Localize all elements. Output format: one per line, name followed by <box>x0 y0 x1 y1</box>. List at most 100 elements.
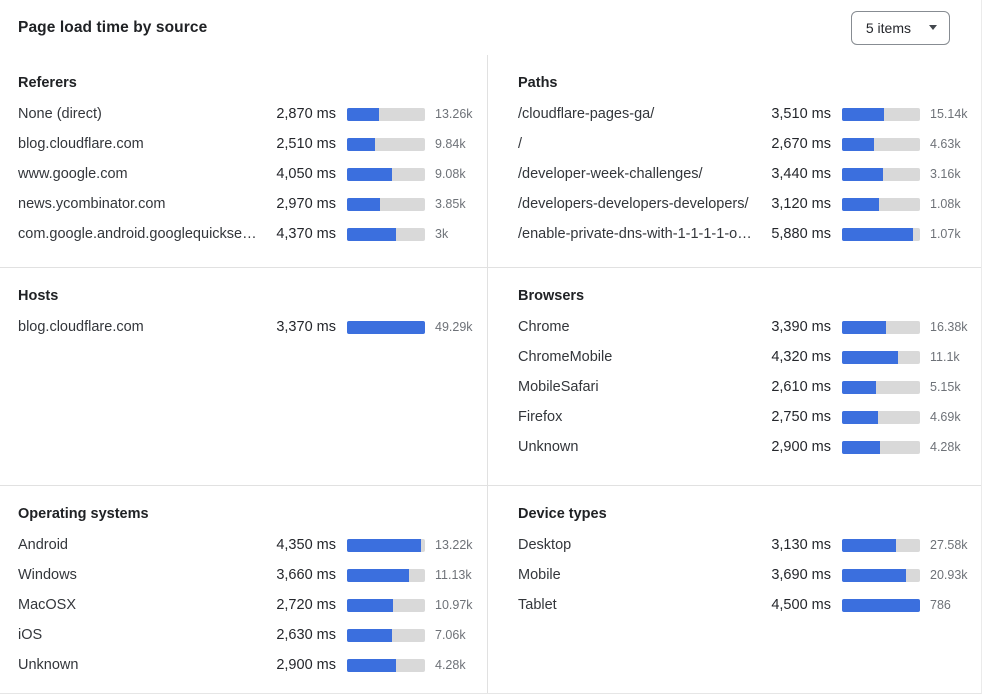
row-ms-value: 4,500 ms <box>771 597 831 613</box>
metric-row: blog.cloudflare.com 3,370 ms 49.29k <box>18 312 479 342</box>
row-bar-fill <box>842 598 920 612</box>
metric-row: Tablet 4,500 ms 786 <box>518 590 974 620</box>
row-ms-value: 2,510 ms <box>276 136 336 152</box>
chevron-down-icon <box>929 25 937 30</box>
row-bar-track <box>347 628 425 642</box>
row-ms-value: 2,750 ms <box>771 409 831 425</box>
row-bar-fill <box>347 628 392 642</box>
metric-row: blog.cloudflare.com 2,510 ms 9.84k <box>18 129 479 159</box>
row-bar-fill <box>842 167 884 181</box>
row-bar-fill <box>347 107 379 121</box>
row-count: 3.16k <box>930 167 961 181</box>
row-label: blog.cloudflare.com <box>18 319 144 335</box>
row-count: 3.85k <box>435 197 466 211</box>
row-label: Unknown <box>518 439 579 455</box>
row-count: 20.93k <box>930 568 968 582</box>
row-count: 4.28k <box>930 440 961 454</box>
row-bar-fill <box>347 137 375 151</box>
row-ms-value: 2,670 ms <box>771 136 831 152</box>
metric-row: Firefox 2,750 ms 4.69k <box>518 402 974 432</box>
row-bar-track <box>842 137 920 151</box>
row-ms-value: 2,630 ms <box>276 627 336 643</box>
row-bar-track <box>842 568 920 582</box>
metric-row: Unknown 2,900 ms 4.28k <box>518 432 974 462</box>
row-bar-fill <box>842 538 897 552</box>
row-count: 4.28k <box>435 658 466 672</box>
row-ms-value: 3,390 ms <box>771 319 831 335</box>
panel-rows: /cloudflare-pages-ga/ 3,510 ms 15.14k / … <box>518 99 974 249</box>
metric-row: ChromeMobile 4,320 ms 11.1k <box>518 342 974 372</box>
row-ms-value: 4,370 ms <box>276 226 336 242</box>
row-label: Unknown <box>18 657 79 673</box>
row-count: 786 <box>930 598 951 612</box>
row-label: MacOSX <box>18 597 77 613</box>
panel-title: Device types <box>518 506 607 522</box>
row-bar-track <box>842 320 920 334</box>
row-label: Windows <box>18 567 77 583</box>
row-bar-fill <box>842 380 876 394</box>
row-bar-track <box>842 440 920 454</box>
row-bar-track <box>347 658 425 672</box>
row-ms-value: 2,610 ms <box>771 379 831 395</box>
metric-row: /developers-developers-developers/ 3,120… <box>518 189 974 219</box>
panel-rows: None (direct) 2,870 ms 13.26k blog.cloud… <box>18 99 479 249</box>
row-ms-value: 3,120 ms <box>771 196 831 212</box>
metric-row: None (direct) 2,870 ms 13.26k <box>18 99 479 129</box>
metric-row: Desktop 3,130 ms 27.58k <box>518 530 974 560</box>
row-bar-fill <box>347 167 393 181</box>
row-label: Desktop <box>518 537 572 553</box>
row-ms-value: 2,970 ms <box>276 196 336 212</box>
panel-operating-systems: Operating systems Android 4,350 ms 13.22… <box>0 485 487 693</box>
row-bar-track <box>842 598 920 612</box>
metric-row: iOS 2,630 ms 7.06k <box>18 620 479 650</box>
metric-row: MacOSX 2,720 ms 10.97k <box>18 590 479 620</box>
metric-row: Windows 3,660 ms 11.13k <box>18 560 479 590</box>
row-ms-value: 3,370 ms <box>276 319 336 335</box>
row-ms-value: 3,130 ms <box>771 537 831 553</box>
row-ms-value: 3,440 ms <box>771 166 831 182</box>
row-bar-track <box>842 380 920 394</box>
row-label: Chrome <box>518 319 570 335</box>
metric-row: Mobile 3,690 ms 20.93k <box>518 560 974 590</box>
row-count: 13.22k <box>435 538 473 552</box>
row-bar-fill <box>842 197 880 211</box>
row-bar-track <box>347 167 425 181</box>
row-count: 11.13k <box>435 568 472 582</box>
metric-row: Chrome 3,390 ms 16.38k <box>518 312 974 342</box>
row-bar-fill <box>347 568 410 582</box>
row-count: 27.58k <box>930 538 968 552</box>
row-bar-fill <box>347 538 421 552</box>
row-bar-fill <box>842 410 878 424</box>
items-count-dropdown[interactable]: 5 items <box>850 10 950 45</box>
row-bar-track <box>347 568 425 582</box>
panel-title: Browsers <box>518 288 585 304</box>
panel-rows: Desktop 3,130 ms 27.58k Mobile 3,690 ms … <box>518 530 974 620</box>
row-label: Mobile <box>518 567 561 583</box>
row-count: 10.97k <box>435 598 473 612</box>
row-count: 13.26k <box>435 107 473 121</box>
items-count-label: 5 items <box>865 19 911 36</box>
row-label: Tablet <box>518 597 557 613</box>
row-bar-fill <box>347 598 394 612</box>
row-count: 3k <box>435 227 449 241</box>
row-bar-track <box>842 107 920 121</box>
row-count: 15.14k <box>930 107 968 121</box>
row-bar-fill <box>842 568 906 582</box>
panel-rows: blog.cloudflare.com 3,370 ms 49.29k <box>18 312 479 342</box>
row-bar-track <box>842 197 920 211</box>
row-bar-track <box>347 538 425 552</box>
row-bar-fill <box>347 658 397 672</box>
row-bar-track <box>842 227 920 241</box>
row-ms-value: 4,320 ms <box>771 349 831 365</box>
row-label: /developer-week-challenges/ <box>518 166 703 182</box>
row-count: 7.06k <box>435 628 466 642</box>
panel-browsers: Browsers Chrome 3,390 ms 16.38k ChromeMo… <box>487 267 981 485</box>
panel-title: Referers <box>18 75 77 91</box>
row-count: 11.1k <box>930 350 960 364</box>
row-count: 4.69k <box>930 410 961 424</box>
panel-rows: Android 4,350 ms 13.22k Windows 3,660 ms… <box>18 530 479 680</box>
metric-row: com.google.android.googlequicksearc… 4,3… <box>18 219 479 249</box>
row-count: 9.08k <box>435 167 466 181</box>
metric-row: /enable-private-dns-with-1-1-1-1-on-… 5,… <box>518 219 974 249</box>
